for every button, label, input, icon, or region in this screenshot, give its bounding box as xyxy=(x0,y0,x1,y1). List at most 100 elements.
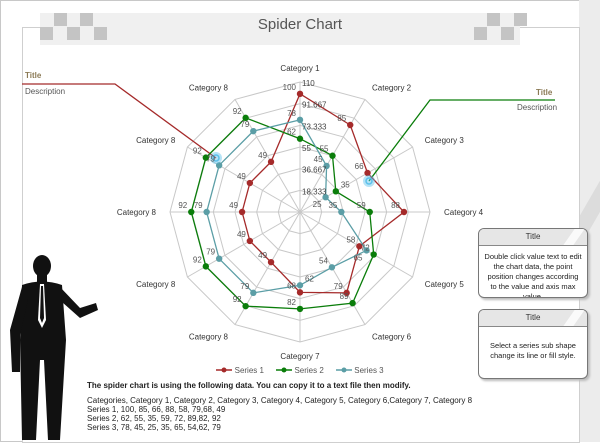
category-label: Category 8 xyxy=(189,83,229,92)
data-point xyxy=(366,208,373,216)
data-point xyxy=(400,208,408,216)
connection-handle xyxy=(210,152,222,164)
data-point xyxy=(250,289,257,297)
note-box-edit[interactable]: Title Double click value text to edit th… xyxy=(478,228,588,298)
ring-label: 73.333 xyxy=(302,122,327,131)
grid-axis xyxy=(299,146,413,213)
info-heading: The spider chart is using the following … xyxy=(87,381,411,390)
category-label: Category 8 xyxy=(189,333,229,342)
data-point xyxy=(343,289,350,297)
data-info: The spider chart is using the following … xyxy=(87,381,472,432)
data-label: 79 xyxy=(240,282,249,291)
data-label: 35 xyxy=(328,201,337,210)
category-label: Category 4 xyxy=(444,208,484,217)
ring-label: 91.667 xyxy=(302,101,327,110)
data-point xyxy=(329,152,336,159)
info-line: Series 2, 62, 55, 35, 59, 72, 89,82, 92 xyxy=(87,414,221,423)
ring-label: 36.667 xyxy=(302,166,327,175)
category-label: Category 8 xyxy=(136,280,176,289)
businessman-silhouette xyxy=(10,255,98,440)
chart-title: Spider Chart xyxy=(257,16,343,33)
note-title: Title xyxy=(525,313,541,322)
data-label: 79 xyxy=(206,248,215,257)
data-label: 49 xyxy=(229,201,238,210)
data-label: 82 xyxy=(287,298,296,307)
grid-axis xyxy=(299,211,413,278)
data-point xyxy=(332,188,340,195)
data-point xyxy=(267,258,275,266)
data-label: 100 xyxy=(283,83,297,92)
data-label: 89 xyxy=(340,292,349,301)
data-label: 49 xyxy=(258,251,267,260)
data-label: 85 xyxy=(337,114,346,123)
data-point xyxy=(246,237,254,245)
left-callout-description[interactable]: Description xyxy=(25,87,66,96)
data-point xyxy=(296,116,304,124)
data-label: 79 xyxy=(240,120,249,129)
data-label: 66 xyxy=(355,162,364,171)
legend-series-3[interactable]: Series 3 xyxy=(336,366,384,375)
data-label: 54 xyxy=(319,256,328,265)
right-callout-title[interactable]: Title xyxy=(536,88,553,97)
ring-label: 110 xyxy=(302,79,315,88)
checker-decor xyxy=(487,13,500,26)
chart-legend: Series 1 Series 2 Series 3 xyxy=(0,366,600,376)
data-point xyxy=(296,305,304,313)
data-label: 59 xyxy=(357,201,366,210)
data-label: 78 xyxy=(287,109,296,118)
data-point xyxy=(242,114,249,122)
legend-series-1[interactable]: Series 1 xyxy=(216,366,264,375)
checker-decor xyxy=(80,13,93,26)
ring-label: 55 xyxy=(302,144,311,153)
info-line: Series 1, 100, 85, 66, 88, 58, 79,68, 49 xyxy=(87,405,226,414)
checker-decor xyxy=(514,13,527,26)
data-point xyxy=(203,208,210,216)
checker-decor xyxy=(40,27,53,40)
checker-decor xyxy=(501,27,514,40)
checker-decor xyxy=(67,27,80,40)
data-point xyxy=(188,208,195,216)
right-callout-line xyxy=(368,99,555,182)
data-label: 25 xyxy=(313,200,322,209)
category-label: Category 6 xyxy=(372,333,412,342)
right-callout-description[interactable]: Description xyxy=(517,103,558,112)
data-label: 92 xyxy=(233,295,242,304)
data-label: 49 xyxy=(237,230,246,239)
data-label: 72 xyxy=(361,244,370,253)
left-callout-line xyxy=(22,83,217,159)
legend-series-2[interactable]: Series 2 xyxy=(276,366,324,375)
category-label: Category 2 xyxy=(372,83,412,92)
note-text: Select a series sub shape change its lin… xyxy=(490,341,576,360)
category-label: Category 8 xyxy=(117,208,157,217)
note-box-style[interactable]: Title Select a series sub shape change i… xyxy=(478,309,588,379)
info-line: Categories, Category 1, Category 2, Cate… xyxy=(87,396,473,405)
data-label: 79 xyxy=(194,201,203,210)
data-point xyxy=(202,154,210,161)
data-label: 49 xyxy=(258,151,267,160)
data-point xyxy=(215,255,223,262)
data-point xyxy=(328,264,336,271)
data-point xyxy=(242,302,249,310)
data-point xyxy=(363,247,370,254)
connection-handle xyxy=(212,154,220,162)
data-label: 55 xyxy=(320,145,329,154)
data-point xyxy=(296,90,304,98)
labels: 18.333 36.667 55 73.333 91.667 110 Category 1 C… xyxy=(117,64,484,361)
series-line-2 xyxy=(190,117,375,310)
data-point xyxy=(215,162,223,169)
data-label: 92 xyxy=(233,107,242,116)
data-label: 88 xyxy=(391,201,400,210)
left-callout-title[interactable]: Title xyxy=(25,71,42,80)
data-point xyxy=(347,121,354,129)
category-label: Category 8 xyxy=(136,136,176,145)
header-band xyxy=(40,13,520,45)
note-title: Title xyxy=(525,232,541,241)
info-line: Series 3, 78, 45, 25, 35, 65, 54,62, 79 xyxy=(87,423,221,432)
data-point xyxy=(267,158,275,166)
data-label: 62 xyxy=(287,128,296,137)
checker-decor xyxy=(94,27,107,40)
data-label: 62 xyxy=(305,274,314,283)
data-label: 58 xyxy=(346,235,355,244)
category-label: Category 5 xyxy=(425,280,465,289)
